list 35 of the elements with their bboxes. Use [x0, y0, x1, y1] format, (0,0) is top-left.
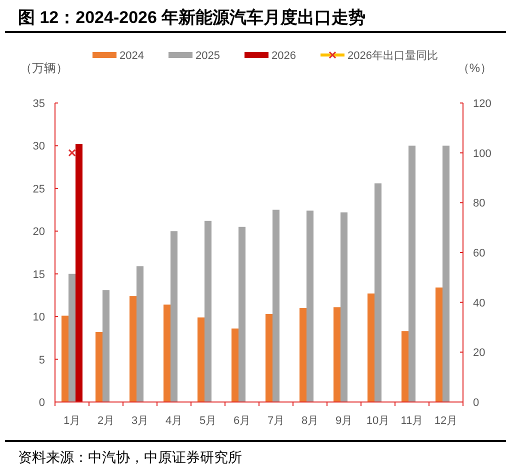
tick: 7月 — [267, 415, 285, 427]
tick: 25 — [32, 183, 45, 196]
legend: 2026 — [272, 50, 296, 62]
tick: 8月 — [301, 415, 319, 427]
tick: 120 — [473, 98, 492, 110]
ylabel: （万辆） — [20, 61, 68, 75]
tick: 20 — [32, 226, 45, 238]
tick: 60 — [473, 248, 486, 260]
tick: 0 — [473, 397, 480, 409]
tick: 5 — [38, 354, 45, 366]
tick: 2月 — [97, 415, 115, 427]
tick: 6月 — [233, 415, 251, 427]
tick: 5月 — [199, 415, 217, 427]
tick: 100 — [473, 148, 492, 160]
annotation: 资料来源：中汽协，中原证券研究所 — [18, 449, 242, 465]
tick: 9月 — [335, 415, 353, 427]
tick: 12月 — [434, 415, 458, 427]
tick: 35 — [32, 98, 45, 110]
legend: 2026年出口量同比 — [348, 50, 438, 62]
y2label: （%） — [457, 61, 492, 75]
tick: 20 — [473, 347, 486, 360]
legend: 2025 — [196, 50, 220, 62]
tick: 80 — [473, 198, 486, 210]
tick: 40 — [473, 297, 486, 310]
title: 图 12：2024-2026 年新能源汽车月度出口走势 — [18, 8, 366, 27]
tick: 4月 — [165, 415, 183, 427]
legend: 2024 — [120, 50, 144, 62]
tick: 10 — [32, 312, 45, 324]
tick: 15 — [32, 268, 45, 281]
tick: 10月 — [366, 415, 390, 427]
tick: 1月 — [63, 415, 81, 427]
tick: 11月 — [400, 415, 424, 427]
tick: 3月 — [131, 415, 149, 427]
tick: 30 — [32, 140, 45, 153]
tick: 0 — [38, 397, 45, 409]
